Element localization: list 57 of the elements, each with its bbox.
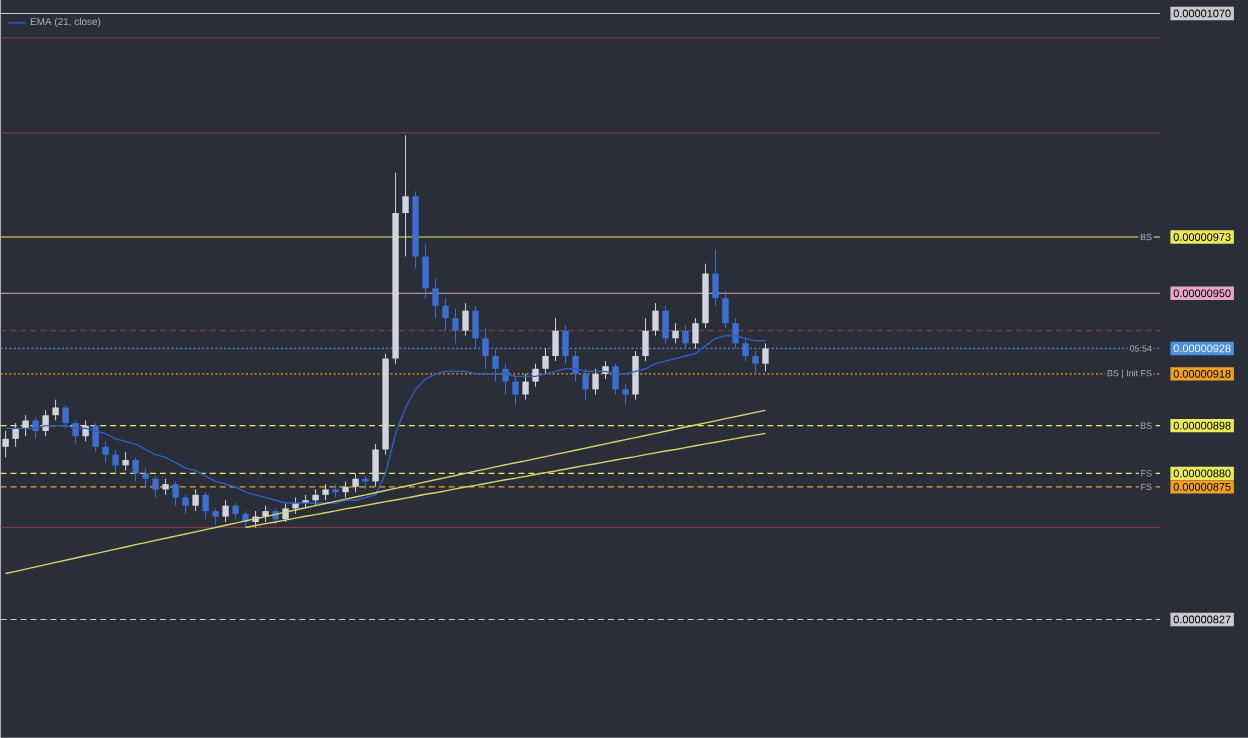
candlestick [432,278,439,319]
candlestick [502,363,509,396]
candlestick [92,422,99,453]
candlestick [12,422,19,448]
candlestick [32,417,39,440]
candlestick [682,325,689,350]
candlestick [592,368,599,396]
candlestick [422,243,429,299]
candlestick [142,467,149,488]
candlestick [582,368,589,401]
candlestick [372,443,379,488]
candlestick [632,350,639,401]
candlestick [742,338,749,362]
candlestick [472,305,479,350]
candlestick [722,290,729,329]
candlestick [42,409,49,437]
candlestick [192,489,199,512]
candlestick [402,134,409,258]
candlestick [82,420,89,443]
candlestick [202,491,209,520]
candlestick [482,327,489,370]
candlestick [732,317,739,350]
candlestick [182,494,189,515]
candlestick [572,350,579,383]
candlestick [642,317,649,362]
candlestick [662,305,669,345]
candlestick [442,297,449,332]
candlestick [172,481,179,507]
candlestick [462,302,469,337]
candlestick [52,399,59,422]
candlestick [112,449,119,475]
candlestick [2,430,9,459]
candlestick [512,376,519,406]
candlestick [72,420,79,445]
candlestick [672,322,679,345]
candlestick [62,404,69,430]
candlestick [692,317,699,350]
candlestick [122,451,129,472]
candlestick [652,302,659,337]
candlestick [562,325,569,365]
candlestick [752,350,759,375]
candlestick [532,363,539,388]
candlestick [22,414,29,437]
candlestick [712,248,719,307]
candlestick [222,499,229,523]
candlestick [152,475,159,499]
candlestick [762,343,769,373]
candlestick [552,317,559,362]
candlestick [542,348,549,375]
candlestick [612,363,619,396]
candlestick [492,348,499,383]
candlestick [622,383,629,406]
candlestick [102,441,109,464]
candlestick [352,473,359,493]
candlestick [522,373,529,401]
candlestick [452,307,459,345]
candlestick [132,457,139,483]
